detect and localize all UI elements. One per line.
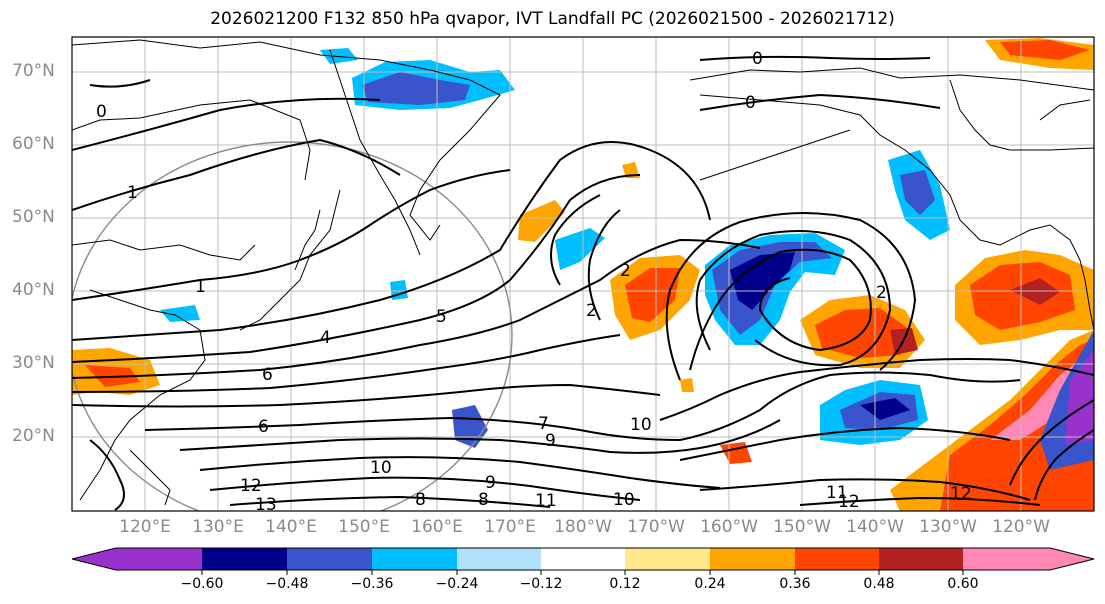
contour-label: 6: [258, 417, 269, 437]
colorbar-extend-low: [72, 548, 116, 570]
colorbar-bin: [457, 548, 541, 570]
plot-frame: [71, 36, 1095, 512]
lat-label: 50°N: [12, 207, 55, 227]
contour-label: 13: [255, 495, 277, 515]
contour-label: 0: [745, 93, 756, 113]
lon-label: 170°W: [627, 517, 685, 537]
contour-label: 10: [613, 490, 635, 510]
colorbar-bin: [541, 548, 625, 570]
contour-labels: 0 0 0 1 1 2 2 2 4 5 6 6 7 9 9 10 10 10 1…: [96, 49, 972, 515]
contour-label: 1: [127, 183, 138, 203]
colorbar-tick-label: 0.48: [863, 576, 895, 592]
colorbar-tick-label: 0.60: [947, 576, 979, 592]
lat-label: 70°N: [12, 61, 55, 81]
lon-label: 120°E: [119, 517, 171, 537]
map-title: 2026021200 F132 850 hPa qvapor, IVT Land…: [210, 9, 895, 29]
colorbar-bin: [963, 548, 1050, 570]
colorbar-bin: [710, 548, 795, 570]
contour-label: 9: [485, 473, 496, 493]
lat-label: 30°N: [12, 353, 55, 373]
contour-label: 2: [876, 283, 887, 303]
colorbar-bin: [116, 548, 202, 570]
colorbar-bin: [202, 548, 287, 570]
contour-label: 11: [535, 491, 557, 511]
contour-label: 4: [320, 328, 331, 348]
contour-label: 6: [262, 365, 273, 385]
colorbar-tick-label: −0.24: [435, 576, 479, 592]
lon-label: 130°W: [919, 517, 977, 537]
colorbar-bin: [879, 548, 963, 570]
lon-label: 170°E: [484, 517, 536, 537]
colorbar-tick-label: −0.12: [519, 576, 563, 592]
colorbar-tick-label: 0.12: [609, 576, 641, 592]
colorbar-bin: [795, 548, 879, 570]
lat-label: 20°N: [12, 426, 55, 446]
lon-label: 150°E: [338, 517, 390, 537]
colorbar-bin: [372, 548, 457, 570]
colorbar-outline: [71, 547, 1095, 571]
colorbar-bin: [287, 548, 372, 570]
contour-label: 12: [240, 476, 262, 496]
contour-label: 10: [630, 415, 652, 435]
contour-label: 5: [436, 307, 447, 327]
colorbar-extend-high: [1050, 548, 1094, 570]
lon-label: 160°E: [411, 517, 463, 537]
colorbar-tick-label: −0.60: [180, 576, 224, 592]
coastlines: [72, 39, 1094, 506]
colorbar-tick-label: 0.24: [694, 576, 726, 592]
contour-label: 7: [538, 414, 549, 434]
lat-label: 60°N: [12, 134, 55, 154]
contour-label: 9: [545, 431, 556, 451]
contour-label: 2: [586, 301, 597, 321]
contour-label: 0: [96, 102, 107, 122]
lon-label: 150°W: [773, 517, 831, 537]
lon-label: 120°W: [992, 517, 1050, 537]
lon-label: 160°W: [700, 517, 758, 537]
colorbar-tick-label: −0.36: [350, 576, 394, 592]
contour-label: 10: [370, 458, 392, 478]
gridlines: [72, 37, 1094, 511]
contour-label: 8: [478, 490, 489, 510]
contour-label: 8: [415, 490, 426, 510]
contour-label: 1: [195, 277, 206, 297]
colorbar-tick-label: −0.48: [265, 576, 309, 592]
map-plot-area: 0 0 0 1 1 2 2 2 4 5 6 6 7 9 9 10 10 10 1…: [72, 37, 1094, 515]
lat-label: 40°N: [12, 280, 55, 300]
colorbar-tick-label: 0.36: [779, 576, 811, 592]
landfall-region-circle: [72, 141, 513, 511]
contour-label: 0: [752, 49, 763, 69]
lon-label: 180°W: [554, 517, 612, 537]
contour-lines: [72, 55, 1094, 511]
contour-label: 12: [950, 484, 972, 504]
lon-label: 140°W: [846, 517, 904, 537]
lon-label: 130°E: [192, 517, 244, 537]
colorbar-bin: [625, 548, 710, 570]
contour-label: 12: [838, 492, 860, 512]
contour-label: 11: [826, 483, 848, 503]
contour-label: 2: [620, 261, 631, 281]
lon-label: 140°E: [265, 517, 317, 537]
colorbar: [71, 547, 1095, 575]
